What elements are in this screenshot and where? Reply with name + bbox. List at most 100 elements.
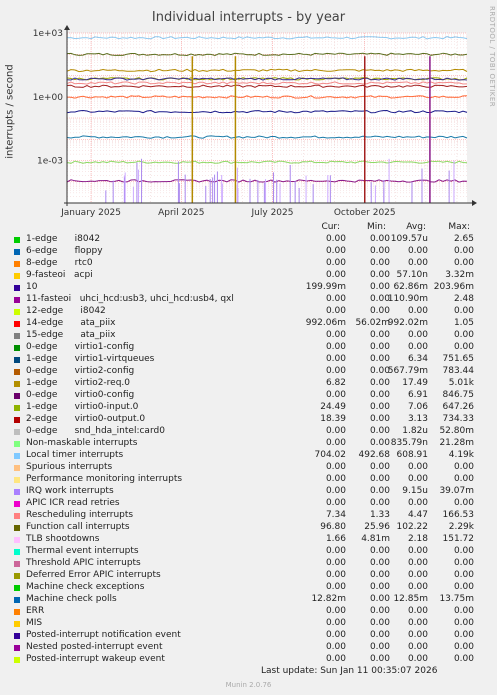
legend-swatch bbox=[14, 549, 20, 555]
legend-avg: 57.10n bbox=[396, 270, 428, 280]
legend-row: Performance monitoring interrupts 0.00 0.0… bbox=[0, 474, 497, 486]
legend-max: 0.00 bbox=[453, 618, 474, 628]
legend-avg: 6.91 bbox=[407, 390, 428, 400]
legend-name: 15-edge ata_piix bbox=[26, 330, 116, 340]
legend-row: 9-fasteoi acpi 0.00 0.00 57.10n 3.32m bbox=[0, 270, 497, 282]
legend-row: 14-edge ata_piix 992.06m 56.02m 992.02m 1.05 bbox=[0, 318, 497, 330]
legend-max: 52.80m bbox=[439, 426, 474, 436]
legend-min: 0.00 bbox=[369, 366, 390, 376]
header-avg: Avg: bbox=[406, 222, 426, 232]
legend-min: 0.00 bbox=[369, 294, 390, 304]
legend-avg: 62.86m bbox=[393, 282, 428, 292]
legend-name: Function call interrupts bbox=[26, 522, 130, 532]
legend-min: 0.00 bbox=[369, 498, 390, 508]
x-tick-label: July 2025 bbox=[251, 208, 294, 218]
legend-avg: 9.15u bbox=[402, 486, 428, 496]
legend-max: 203.96m bbox=[433, 282, 474, 292]
series-line bbox=[66, 36, 468, 40]
legend-swatch bbox=[14, 597, 20, 603]
legend-row: 12-edge i8042 0.00 0.00 0.00 0.00 bbox=[0, 306, 497, 318]
legend-avg: 12.85m bbox=[393, 594, 428, 604]
legend-swatch bbox=[14, 465, 20, 471]
legend-avg: 7.06 bbox=[407, 402, 428, 412]
legend-cur: 0.00 bbox=[325, 546, 346, 556]
legend-min: 56.02m bbox=[355, 318, 390, 328]
legend-avg: 0.00 bbox=[407, 546, 428, 556]
legend-avg: 0.00 bbox=[407, 258, 428, 268]
legend-cur: 0.00 bbox=[325, 582, 346, 592]
legend-cur: 18.39 bbox=[320, 414, 346, 424]
legend-max: 166.53 bbox=[442, 510, 475, 520]
legend-cur: 0.00 bbox=[325, 366, 346, 376]
legend-max: 0.00 bbox=[453, 498, 474, 508]
legend-avg: 0.00 bbox=[407, 246, 428, 256]
y-tick-label: 1e-03 bbox=[37, 157, 63, 167]
legend-row: 1-edge virtio0-input.0 24.49 0.00 7.06 647.2… bbox=[0, 402, 497, 414]
x-tick-label: October 2025 bbox=[334, 208, 396, 218]
legend-row: Rescheduling interrupts 7.34 1.33 4.47 166.5… bbox=[0, 510, 497, 522]
legend-row: 15-edge ata_piix 0.00 0.00 0.00 0.00 bbox=[0, 330, 497, 342]
legend-min: 0.00 bbox=[369, 642, 390, 652]
legend-swatch bbox=[14, 441, 20, 447]
legend-min: 492.68 bbox=[358, 450, 391, 460]
legend-name: Threshold APIC interrupts bbox=[26, 558, 141, 568]
legend-cur: 992.06m bbox=[305, 318, 346, 328]
legend-cur: 0.00 bbox=[325, 618, 346, 628]
legend-swatch bbox=[14, 501, 20, 507]
legend-avg: 992.02m bbox=[387, 318, 428, 328]
legend-max: 151.72 bbox=[442, 534, 475, 544]
legend-cur: 0.00 bbox=[325, 558, 346, 568]
legend-cur: 0.00 bbox=[325, 270, 346, 280]
series-line bbox=[66, 109, 468, 114]
legend-max: 0.00 bbox=[453, 642, 474, 652]
legend-min: 0.00 bbox=[369, 402, 390, 412]
legend-row: 0-edge snd_hda_intel:card0 0.00 0.00 1.82u 5… bbox=[0, 426, 497, 438]
legend-row: Machine check exceptions 0.00 0.00 0.00 0.00 bbox=[0, 582, 497, 594]
legend-cur: 0.00 bbox=[325, 570, 346, 580]
legend-name: Local timer interrupts bbox=[26, 450, 124, 460]
legend-name: Deferred Error APIC interrupts bbox=[26, 570, 161, 580]
legend-row: 11-fasteoi uhci_hcd:usb3, uhci_hcd:usb4,… bbox=[0, 294, 497, 306]
legend-max: 647.26 bbox=[442, 402, 475, 412]
series-line bbox=[66, 52, 468, 57]
legend-row: Posted-interrupt notification event 0.00 0… bbox=[0, 630, 497, 642]
legend-max: 846.75 bbox=[442, 390, 475, 400]
legend-row: Threshold APIC interrupts 0.00 0.00 0.00 0.0… bbox=[0, 558, 497, 570]
legend-max: 783.44 bbox=[442, 366, 475, 376]
legend-name: 14-edge ata_piix bbox=[26, 318, 116, 328]
legend-max: 2.29k bbox=[448, 522, 474, 532]
legend-cur: 0.00 bbox=[325, 390, 346, 400]
legend-min: 0.00 bbox=[369, 414, 390, 424]
legend-swatch bbox=[14, 513, 20, 519]
legend-row: 0-edge virtio2-config 0.00 0.00 567.79m 783.… bbox=[0, 366, 497, 378]
legend-avg: 1.82u bbox=[402, 426, 428, 436]
legend-avg: 0.00 bbox=[407, 582, 428, 592]
legend-cur: 0.00 bbox=[325, 474, 346, 484]
legend-avg: 17.49 bbox=[402, 378, 428, 388]
legend-max: 0.00 bbox=[453, 606, 474, 616]
legend-max: 0.00 bbox=[453, 330, 474, 340]
legend-swatch bbox=[14, 393, 20, 399]
legend-min: 0.00 bbox=[369, 606, 390, 616]
munin-version: Munin 2.0.76 bbox=[225, 681, 272, 689]
legend-cur: 0.00 bbox=[325, 354, 346, 364]
legend-avg: 0.00 bbox=[407, 618, 428, 628]
legend-swatch bbox=[14, 405, 20, 411]
legend-name: 0-edge snd_hda_intel:card0 bbox=[26, 426, 165, 436]
legend-swatch bbox=[14, 357, 20, 363]
legend-cur: 0.00 bbox=[325, 630, 346, 640]
legend-swatch bbox=[14, 381, 20, 387]
legend-max: 5.01k bbox=[448, 378, 474, 388]
legend-name: 1-edge virtio2-req.0 bbox=[26, 378, 131, 388]
legend-name: TLB shootdowns bbox=[26, 534, 100, 544]
y-axis-arrow bbox=[64, 25, 70, 30]
header-max: Max: bbox=[448, 222, 470, 232]
legend-name: Posted-interrupt notification event bbox=[26, 630, 181, 640]
legend-min: 0.00 bbox=[369, 246, 390, 256]
legend-min: 0.00 bbox=[369, 342, 390, 352]
legend-min: 0.00 bbox=[369, 270, 390, 280]
legend-max: 0.00 bbox=[453, 306, 474, 316]
legend-name: APIC ICR read retries bbox=[26, 498, 120, 508]
legend-swatch bbox=[14, 561, 20, 567]
legend-swatch bbox=[14, 345, 20, 351]
